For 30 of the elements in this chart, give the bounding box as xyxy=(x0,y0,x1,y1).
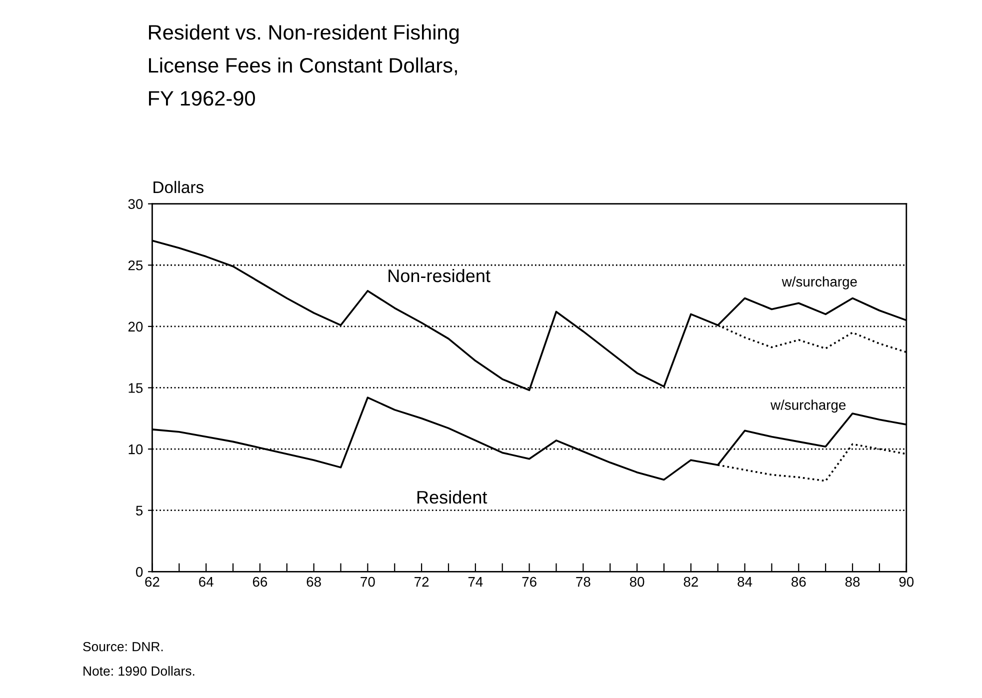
x-tick-label: 70 xyxy=(360,576,375,587)
source-note: Source: DNR. xyxy=(83,642,163,652)
y-tick-label: 0 xyxy=(136,566,143,577)
x-tick-label: 86 xyxy=(792,576,806,587)
annotation: Non-resident xyxy=(388,268,490,282)
x-tick-label: 82 xyxy=(684,576,698,587)
x-tick-label: 62 xyxy=(145,576,160,587)
x-tick-label: 68 xyxy=(306,576,321,587)
y-tick-label: 20 xyxy=(128,322,143,332)
y-tick-label: 30 xyxy=(128,199,143,209)
x-tick-label: 66 xyxy=(252,576,268,587)
x-tick-label: 64 xyxy=(199,576,214,587)
y-tick-label: 5 xyxy=(136,506,143,516)
annotation: Resident xyxy=(417,490,488,504)
text: Note: 1990 Dollars. xyxy=(84,666,194,676)
x-tick-label: 88 xyxy=(845,576,860,587)
annotation: w/surcharge xyxy=(770,400,846,413)
chart-title: Resident vs. Non-resident Fishing License Fees in Constant Dollars, FY 1962-90 xyxy=(149,24,459,106)
x-tick-label: 72 xyxy=(414,576,429,587)
x-tick-label: 90 xyxy=(899,576,914,587)
x-tick-label: 76 xyxy=(522,576,536,587)
x-tick-label: 80 xyxy=(630,576,644,587)
y-tick-label: 25 xyxy=(128,260,143,270)
y-axis-title: Dollars xyxy=(154,180,204,194)
x-tick-label: 74 xyxy=(468,577,483,587)
y-tick-label: 15 xyxy=(128,383,143,393)
x-tick-label: 84 xyxy=(738,576,752,587)
x-tick-label: 78 xyxy=(576,576,590,587)
y-tick-label: 10 xyxy=(128,444,143,454)
annotation: w/surcharge xyxy=(782,276,857,290)
